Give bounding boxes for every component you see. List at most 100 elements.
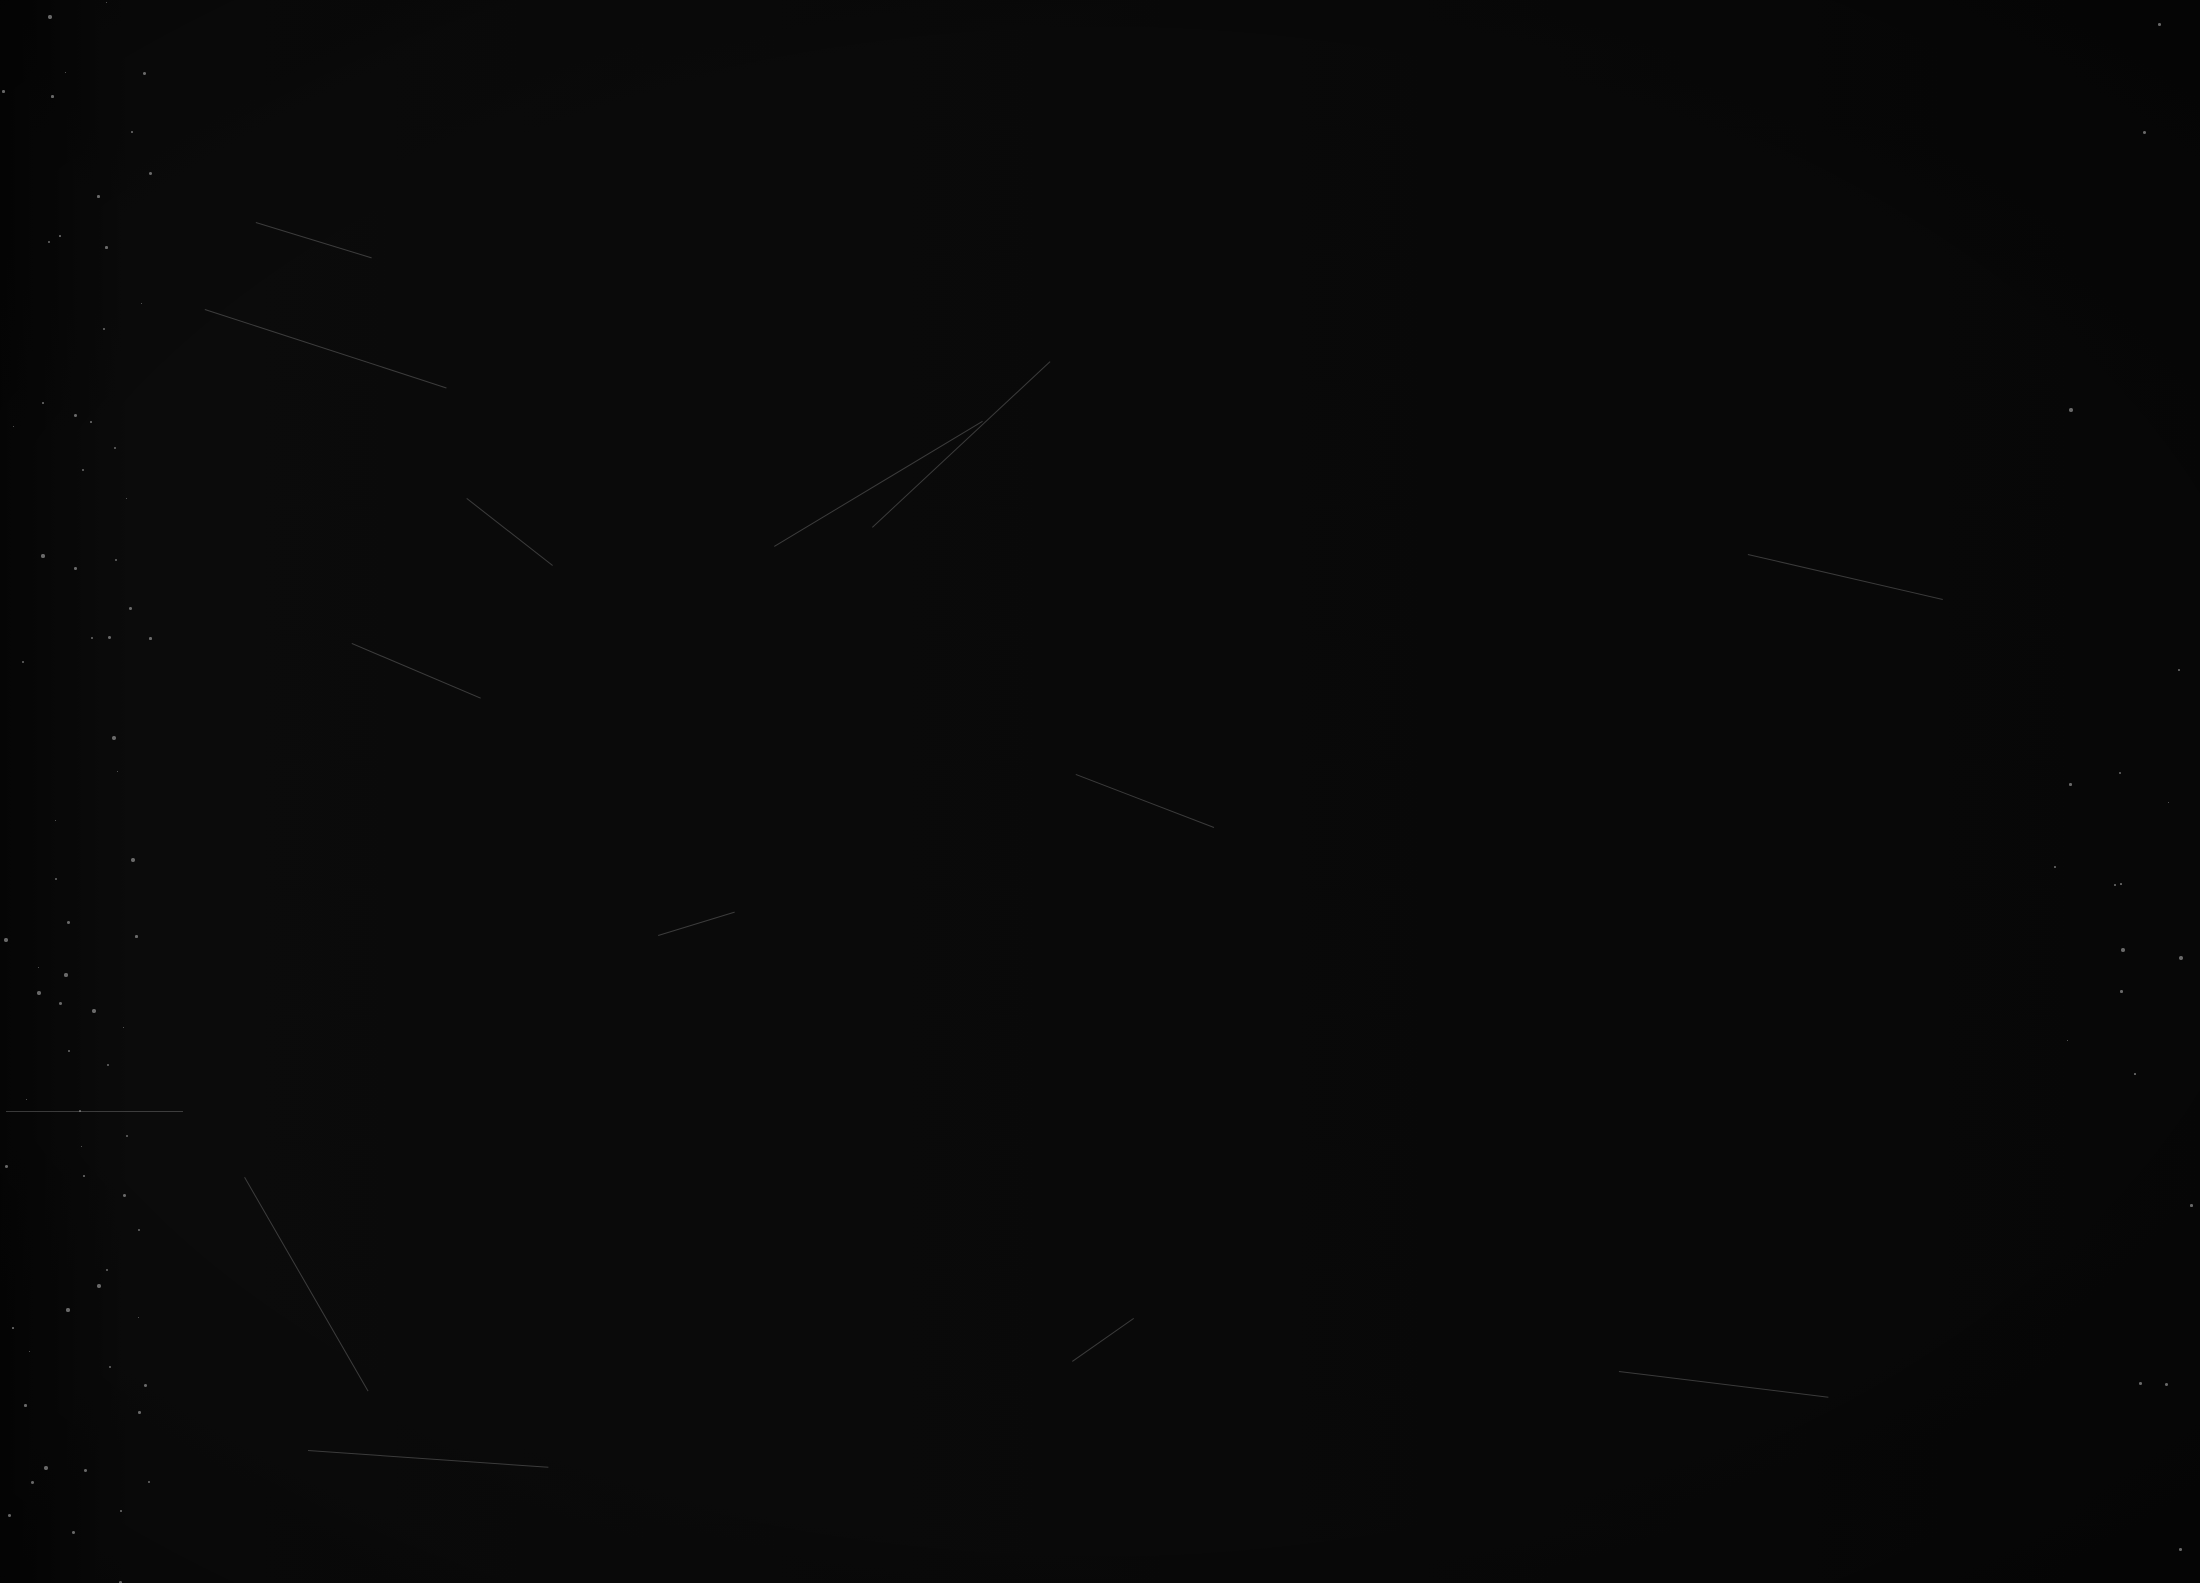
scan-speck [51,95,54,98]
year-label-1876: 18 76 [1348,200,1448,223]
scan-speck [13,426,15,428]
entry-mark-5-2: x [517,348,527,365]
rule-row-r-43 [848,1413,2038,1415]
entry-birth-year-13: 1830 [417,1048,456,1069]
rule-row-20 [211,779,841,780]
year-suffix-handwritten: 69 [745,200,771,223]
rule-year-sub-a-3 [1181,201,1183,1453]
rule-year-block-4 [1248,123,1250,1453]
folio-number: Pag. 10 [219,81,309,112]
scan-speck [81,1146,83,1148]
entry-mark-10-4: 1 [564,901,576,918]
scan-speck [131,858,135,862]
scan-speck [26,1099,27,1100]
entry-margin-label-6: p.9. [173,376,193,389]
parish-heading: Heinsalmi [1057,63,1276,114]
scan-speck [4,938,8,942]
rule-year-block-3 [1148,123,1150,1453]
entry-mark-3-5: 1 [588,290,600,307]
scan-speck [67,921,71,925]
scan-speck [109,1366,112,1369]
rule-row-28 [211,999,841,1001]
scan-speck [2178,669,2180,671]
communion-mark-1875-15: 2/5 [1290,896,1307,910]
entry-birth-year-14: 1847 [417,1078,456,1099]
rule-row-37 [211,1248,841,1250]
scan-speck [123,1027,125,1029]
entry-mark-13-1: x [493,1047,503,1064]
header-herrans-heliga-nattvard: Herrans Heliga Nattvard. [1127,159,1289,176]
entry-note-6: Th. fr. Akvilala mtl. N:o 19 [1554,374,1709,393]
rule-row-27 [211,972,841,974]
entry-note-4: 73. Sorsedam. [1554,318,1638,335]
entry-birth-day-13: 16/4 [390,1043,412,1057]
rule-year-sub-a-5 [1381,201,1383,1453]
rule-row-12 [211,558,841,560]
rule-row-0 [211,227,841,228]
open-book: Pag. 10 [160,20,2060,1560]
rule-row-r-12 [848,558,2038,560]
entry-margin-label-4: 13.13. [173,318,205,331]
scan-speck [91,637,94,640]
communion-mark-1871-17: 12/3 [887,1043,910,1057]
scan-speck [106,2,108,4]
entry-name-2: Bd. [216,263,246,283]
entry-mark-8-0: v [469,498,479,515]
year-prefix: 18 [878,202,896,221]
entry-mark-14-0: v [469,1078,479,1095]
year-label-1868: 18 68 [655,200,717,223]
scan-speck [8,1514,12,1518]
entry-note-3: Smitt kopper. [1554,289,1632,306]
rule-row-14 [211,613,841,615]
entry-admitted-4: 9. [761,318,773,331]
year-prefix: 18 [978,202,996,221]
entry-mark-6-1: x [493,377,503,394]
entry-note-13: ab. f. 77.9 - 73. b.76. og. 9. [1554,1045,1711,1064]
scan-speck [138,1411,141,1414]
scan-speck [2067,1040,2069,1042]
entry-birth-year-15: 1844 [417,1106,456,1127]
rule-year-block-5 [1348,123,1350,1453]
rule-row-r-18 [848,723,2038,725]
entry-birth-day-3: 17 [394,285,408,299]
rule-row-r-22 [848,834,2038,836]
rule-row-18 [211,723,841,725]
scan-speck [114,447,117,450]
entry-name-15: Simon Hermitsf. Poojonen [216,1105,389,1131]
scan-speck [48,241,50,243]
rule-row-r-21 [848,806,2038,808]
left-table: Namn och Stånd. Födelse- dag. år. Vaccin… [174,120,844,1456]
entry-mark-8-7: x [637,498,647,515]
rule-year-sub-b-0 [914,201,916,1453]
entry-mark-6-0: v [469,377,479,394]
entry-name-9: för denna äfven ö. Sonin [216,526,389,551]
communion-mark-1873-2: 1 [1128,356,1136,369]
scan-speck [48,15,52,19]
communion-mark-1871-18: 2/3 [890,1067,907,1081]
rule-row-r-11 [848,530,2038,532]
rule-row-r-41 [848,1358,2038,1360]
left-page: Pag. 10 [160,20,860,1560]
entry-mark-10-5: 1 [588,901,600,918]
scan-speck [131,131,133,133]
year-prefix: 18 [1078,202,1096,221]
year-label-1873: 18 73 [1048,200,1148,223]
rule-row-44 [211,1441,841,1443]
entry-note-8: 78. fr. Rantele mtl. N:o 9. [1554,496,1701,514]
scan-speck [55,878,58,881]
header-fodelse: Födelse- [398,147,446,163]
scan-speck [44,1466,48,1470]
header-catechism-1: 1. [537,200,549,216]
year-prefix: 18 [1378,202,1396,221]
scan-speck [135,935,138,938]
entry-mark-10-6: 1 [612,901,624,918]
scan-speck [65,72,67,74]
rule-row-r-29 [848,1027,2038,1029]
entry-birth-day-5: 15/12 [390,343,418,357]
header-fodelseort-notes: Födelse-ort utom Församlingen, Af- och T… [1561,152,2013,186]
entry-admitted-1: 69.70.71.74. [761,232,820,245]
entry-birth-year-10: 1832 [417,902,456,922]
rule-row-r-16 [848,668,2038,670]
entry-mark-3-4: 1 [564,290,576,307]
